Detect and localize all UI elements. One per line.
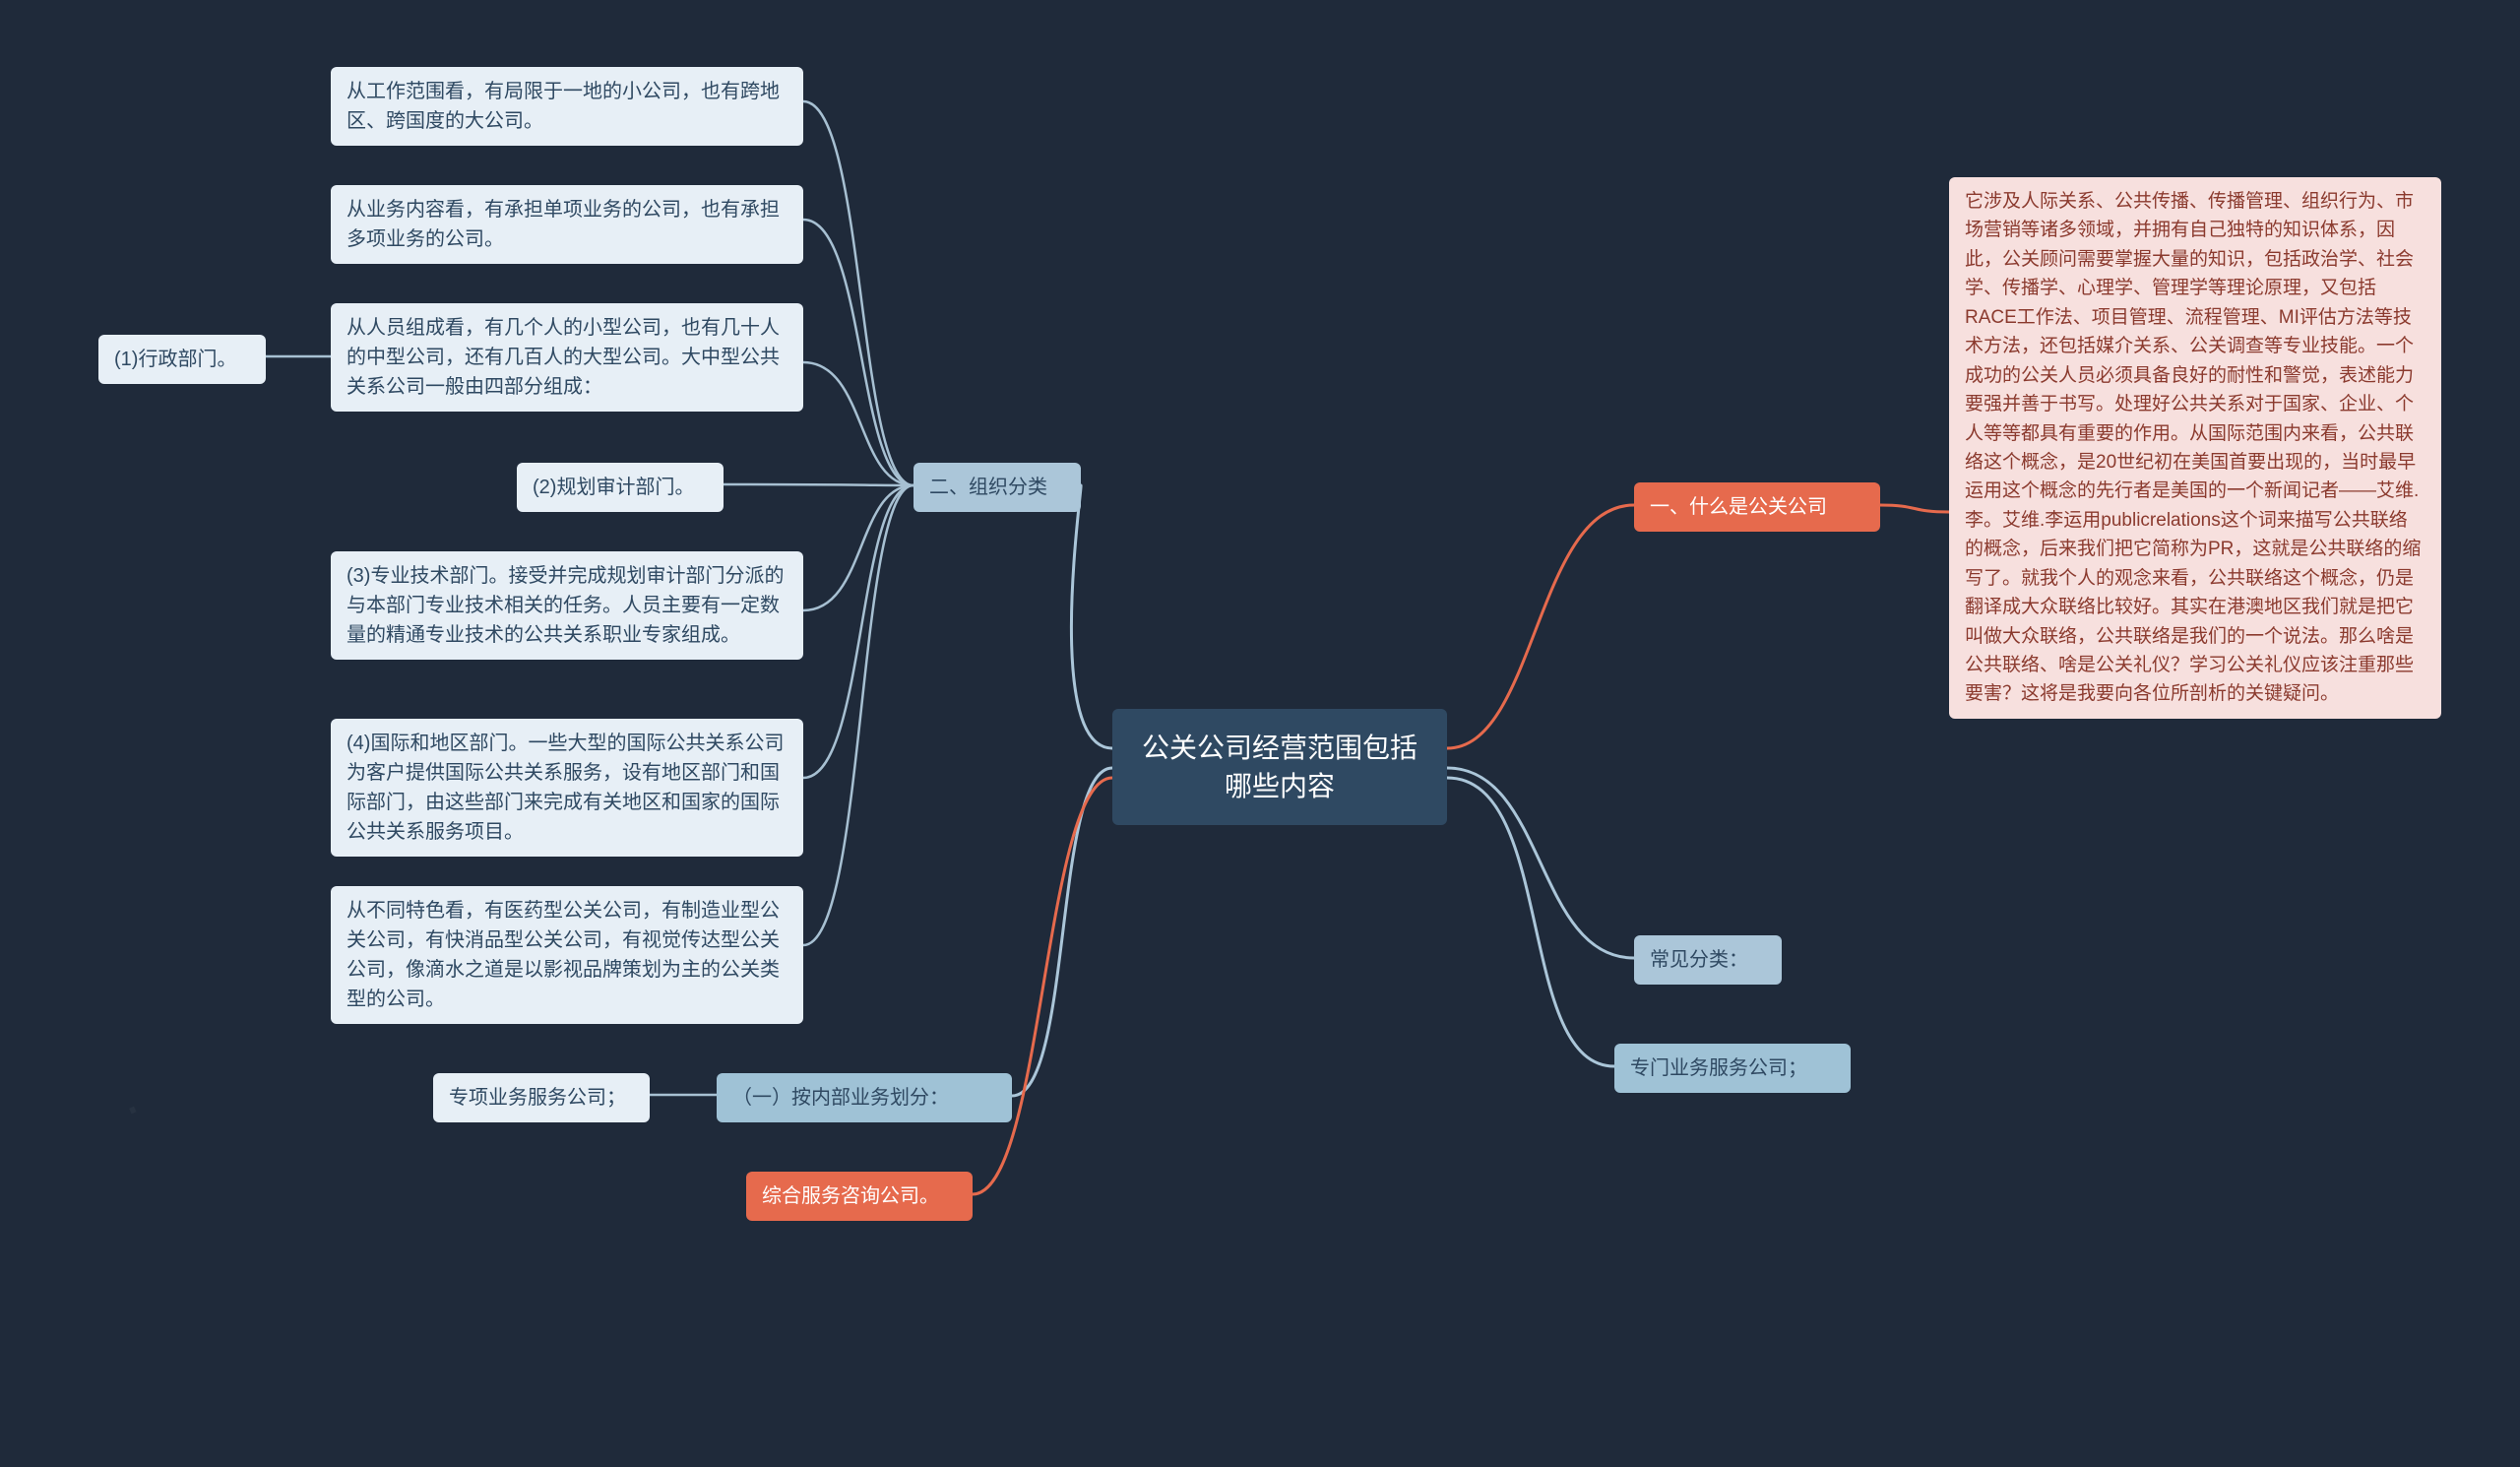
branch-label: 一、什么是公关公司 — [1650, 496, 1827, 518]
leaf-personnel: 从人员组成看，有几个人的小型公司，也有几十人的中型公司，还有几百人的大型公司。大… — [331, 303, 803, 412]
leaf-intl-region: (4)国际和地区部门。一些大型的国际公共关系公司为客户提供国际公共关系服务，设有… — [331, 719, 803, 857]
leaf-features: 从不同特色看，有医药型公关公司，有制造业型公关公司，有快消品型公关公司，有视觉传… — [331, 886, 803, 1024]
leaf-text: (3)专业技术部门。接受并完成规划审计部门分派的与本部门专业技术相关的任务。人员… — [346, 565, 784, 646]
branch-specialized-service: 专门业务服务公司； — [1614, 1044, 1851, 1093]
leaf-planning-audit: (2)规划审计部门。 — [517, 463, 724, 512]
branch-common-classification: 常见分类： — [1634, 935, 1782, 985]
branch-label: 综合服务咨询公司。 — [762, 1185, 939, 1207]
branch-label: 二、组织分类 — [929, 477, 1047, 498]
leaf-text: 从工作范围看，有局限于一地的小公司，也有跨地区、跨国度的大公司。 — [346, 81, 780, 132]
leaf-tech-dept: (3)专业技术部门。接受并完成规划审计部门分派的与本部门专业技术相关的任务。人员… — [331, 551, 803, 660]
leaf-text: 从不同特色看，有医药型公关公司，有制造业型公关公司，有快消品型公关公司，有视觉传… — [346, 900, 780, 1010]
leaf-text: (2)规划审计部门。 — [533, 477, 694, 498]
leaf-pr-description: 它涉及人际关系、公共传播、传播管理、组织行为、市场营销等诸多领域，并拥有自己独特… — [1949, 177, 2441, 719]
branch-label: 专门业务服务公司； — [1630, 1057, 1807, 1079]
leaf-text: 它涉及人际关系、公共传播、传播管理、组织行为、市场营销等诸多领域，并拥有自己独特… — [1965, 191, 2421, 704]
leaf-work-scope: 从工作范围看，有局限于一地的小公司，也有跨地区、跨国度的大公司。 — [331, 67, 803, 146]
leaf-text: (4)国际和地区部门。一些大型的国际公共关系公司为客户提供国际公共关系服务，设有… — [346, 733, 784, 843]
leaf-text: (1)行政部门。 — [114, 349, 236, 370]
root-text: 公关公司经营范围包括哪些内容 — [1142, 733, 1418, 801]
branch-what-is-pr: 一、什么是公关公司 — [1634, 482, 1880, 532]
branch-org-classification: 二、组织分类 — [914, 463, 1081, 512]
branch-label: （一）按内部业务划分： — [732, 1087, 949, 1109]
branch-label: 常见分类： — [1650, 949, 1748, 971]
leaf-special-service: 专项业务服务公司； — [433, 1073, 650, 1122]
watermark: . — [105, 1063, 147, 1127]
leaf-text: 从业务内容看，有承担单项业务的公司，也有承担多项业务的公司。 — [346, 199, 780, 250]
leaf-admin-dept: (1)行政部门。 — [98, 335, 266, 384]
branch-internal-division: （一）按内部业务划分： — [717, 1073, 1012, 1122]
leaf-text: 从人员组成看，有几个人的小型公司，也有几十人的中型公司，还有几百人的大型公司。大… — [346, 317, 780, 398]
branch-comprehensive-consulting: 综合服务咨询公司。 — [746, 1172, 973, 1221]
root-node: 公关公司经营范围包括哪些内容 — [1112, 709, 1447, 825]
leaf-business-content: 从业务内容看，有承担单项业务的公司，也有承担多项业务的公司。 — [331, 185, 803, 264]
leaf-text: 专项业务服务公司； — [449, 1087, 626, 1109]
